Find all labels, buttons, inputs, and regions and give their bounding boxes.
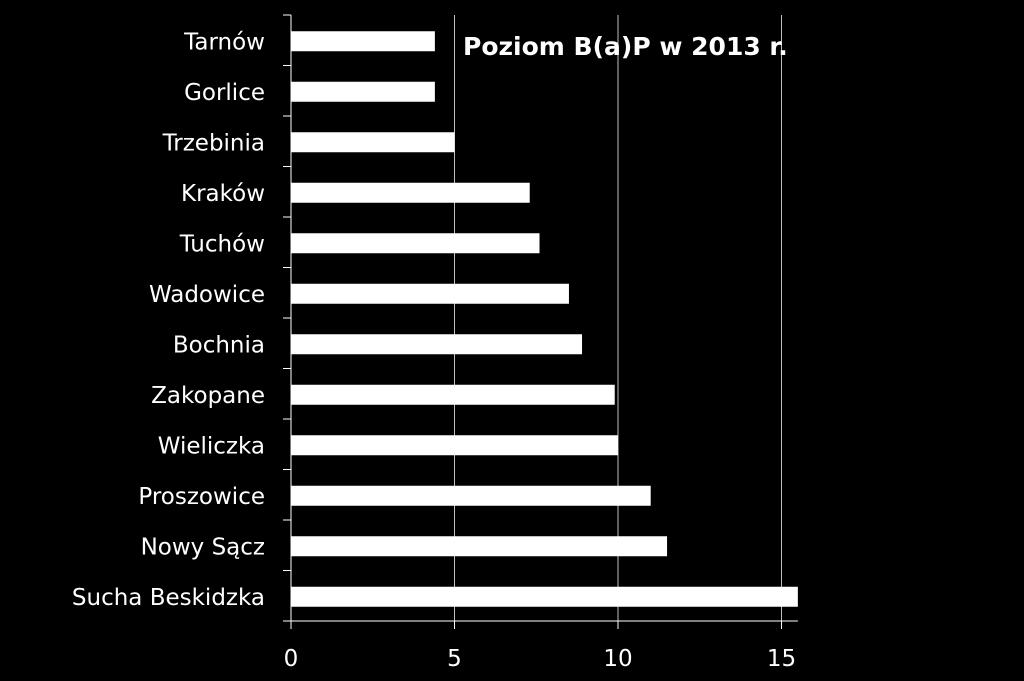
category-label: Proszowice bbox=[138, 484, 265, 510]
bar-4 bbox=[291, 233, 540, 254]
bar-0 bbox=[291, 31, 435, 52]
category-label: Zakopane bbox=[151, 383, 265, 409]
x-tick-label: 10 bbox=[603, 646, 632, 672]
bar-6 bbox=[291, 334, 583, 355]
x-tick-label: 15 bbox=[767, 646, 796, 672]
category-label: Tarnów bbox=[183, 29, 265, 55]
axes bbox=[283, 14, 798, 629]
bar-8 bbox=[291, 435, 618, 456]
bar-1 bbox=[291, 81, 435, 102]
category-label: Nowy Sącz bbox=[141, 534, 265, 560]
category-labels: Tarnów Gorlice Trzebinia Kraków Tuchów Wadowi… bbox=[72, 29, 265, 611]
x-tick-label: 5 bbox=[447, 646, 462, 672]
bar-5 bbox=[291, 283, 569, 304]
x-tick-label: 0 bbox=[284, 646, 299, 672]
category-label: Tuchów bbox=[179, 231, 265, 257]
bar-10 bbox=[291, 536, 668, 557]
gridlines bbox=[454, 15, 782, 621]
category-label: Sucha Beskidzka bbox=[72, 585, 265, 611]
category-label: Kraków bbox=[181, 181, 265, 207]
bar-9 bbox=[291, 485, 651, 506]
bar-11 bbox=[291, 586, 798, 607]
bar-2 bbox=[291, 132, 455, 153]
tick-labels: 0 5 10 15 bbox=[284, 646, 796, 672]
category-label: Bochnia bbox=[173, 332, 265, 358]
bar-7 bbox=[291, 384, 615, 405]
category-label: Trzebinia bbox=[162, 130, 265, 156]
category-label: Wadowice bbox=[149, 282, 265, 308]
bars bbox=[291, 31, 798, 607]
bar-3 bbox=[291, 182, 530, 203]
category-label: Wieliczka bbox=[158, 433, 265, 459]
chart-title: Poziom B(a)P w 2013 r. bbox=[463, 32, 788, 61]
category-label: Gorlice bbox=[184, 80, 265, 106]
